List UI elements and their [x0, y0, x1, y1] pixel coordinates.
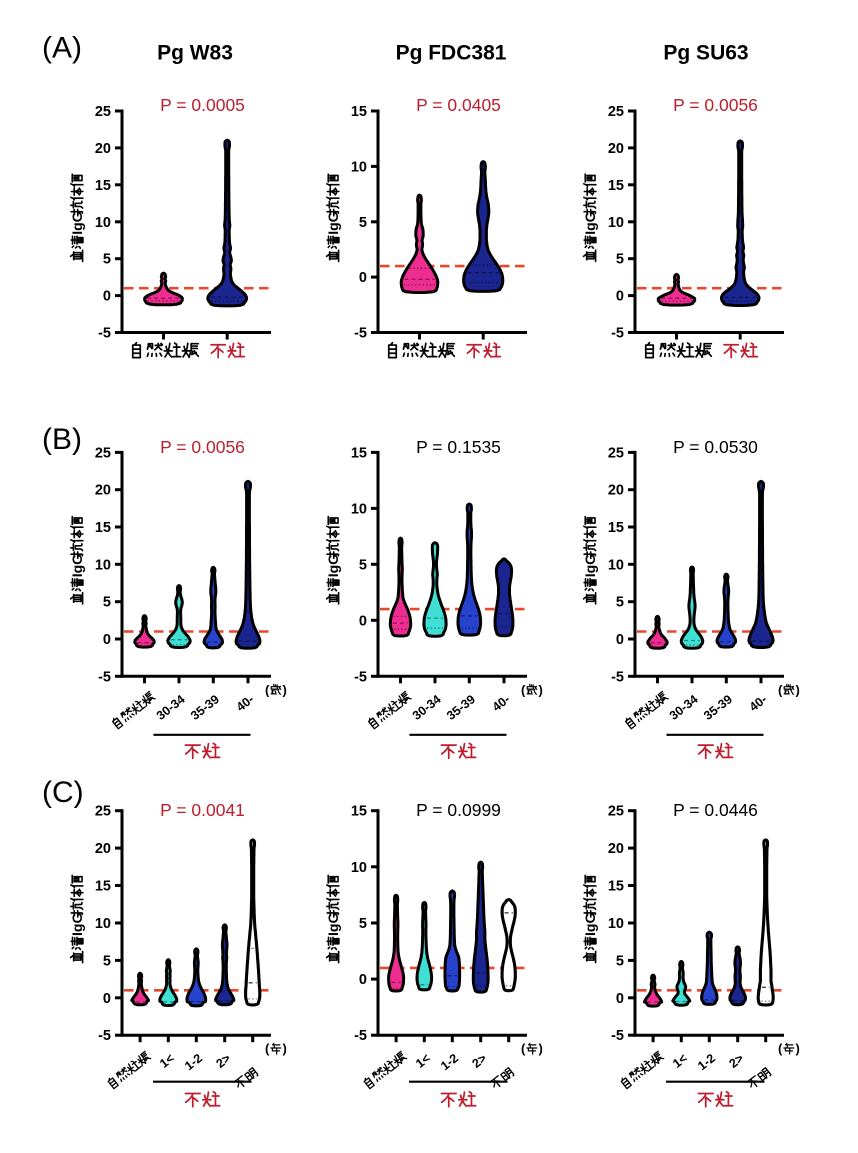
svg-text:20: 20 [95, 483, 111, 499]
svg-text:15: 15 [95, 178, 111, 194]
svg-text:): ) [283, 1041, 287, 1056]
svg-text:P = 0.0005: P = 0.0005 [160, 95, 245, 115]
svg-text:5: 5 [616, 595, 624, 611]
svg-text:(: ( [521, 1041, 526, 1056]
svg-text:15: 15 [351, 804, 367, 820]
svg-text:2>: 2> [726, 1051, 746, 1071]
svg-text:(A): (A) [42, 32, 82, 65]
svg-text:15: 15 [608, 879, 624, 895]
svg-text:20: 20 [95, 141, 111, 157]
svg-text:25: 25 [608, 104, 624, 120]
svg-text:(: ( [778, 1041, 783, 1056]
svg-text:-5: -5 [98, 669, 111, 685]
svg-text:P = 0.0999: P = 0.0999 [416, 800, 501, 820]
svg-text:10: 10 [608, 215, 624, 231]
svg-text:15: 15 [351, 104, 367, 120]
svg-text:10: 10 [608, 557, 624, 573]
svg-text:IgG: IgG [69, 211, 85, 234]
svg-text:20: 20 [608, 841, 624, 857]
svg-text:0: 0 [616, 289, 624, 305]
svg-text:10: 10 [351, 159, 367, 175]
svg-text:): ) [796, 682, 800, 697]
svg-text:-5: -5 [354, 1028, 367, 1044]
svg-text:(B): (B) [42, 423, 82, 456]
svg-text:): ) [539, 682, 543, 697]
svg-text:IgG: IgG [69, 554, 85, 577]
svg-text:10: 10 [95, 557, 111, 573]
svg-text:IgG: IgG [582, 913, 598, 936]
svg-text:0: 0 [359, 613, 367, 629]
svg-text:Pg W83: Pg W83 [157, 42, 233, 65]
svg-text:15: 15 [608, 178, 624, 194]
svg-text:IgG: IgG [325, 554, 341, 577]
svg-text:-5: -5 [354, 669, 367, 685]
svg-text:5: 5 [103, 595, 111, 611]
svg-text:(C): (C) [42, 776, 84, 809]
svg-text:5: 5 [359, 916, 367, 932]
svg-text:(: ( [265, 1041, 270, 1056]
svg-text:1<: 1< [157, 1051, 177, 1071]
svg-text:10: 10 [351, 501, 367, 517]
svg-text:20: 20 [95, 841, 111, 857]
svg-text:P = 0.0041: P = 0.0041 [160, 800, 245, 820]
svg-text:5: 5 [616, 252, 624, 268]
svg-text:0: 0 [616, 991, 624, 1007]
svg-text:IgG: IgG [582, 211, 598, 234]
svg-text:2>: 2> [469, 1051, 489, 1071]
svg-text:P = 0.1535: P = 0.1535 [416, 437, 501, 457]
svg-text:0: 0 [103, 289, 111, 305]
svg-text:25: 25 [95, 104, 111, 120]
svg-text:10: 10 [95, 215, 111, 231]
svg-text:-5: -5 [354, 326, 367, 342]
svg-text:5: 5 [359, 215, 367, 231]
svg-text:15: 15 [608, 520, 624, 536]
svg-text:(: ( [265, 682, 270, 697]
svg-text:10: 10 [95, 916, 111, 932]
svg-text:5: 5 [103, 252, 111, 268]
svg-text:IgG: IgG [582, 554, 598, 577]
svg-text:P = 0.0405: P = 0.0405 [416, 95, 501, 115]
svg-text:Pg FDC381: Pg FDC381 [396, 42, 507, 65]
svg-text:): ) [283, 682, 287, 697]
svg-text:20: 20 [608, 483, 624, 499]
svg-text:-5: -5 [611, 1028, 624, 1044]
svg-text:1<: 1< [670, 1051, 690, 1071]
svg-text:(: ( [778, 682, 783, 697]
svg-text:): ) [796, 1041, 800, 1056]
svg-text:25: 25 [608, 445, 624, 461]
svg-text:(: ( [521, 682, 526, 697]
svg-text:0: 0 [359, 972, 367, 988]
svg-text:IgG: IgG [325, 211, 341, 234]
svg-text:25: 25 [95, 445, 111, 461]
svg-text:10: 10 [608, 916, 624, 932]
svg-text:25: 25 [95, 804, 111, 820]
svg-text:0: 0 [103, 632, 111, 648]
svg-text:1<: 1< [413, 1051, 433, 1071]
svg-text:IgG: IgG [325, 913, 341, 936]
svg-text:5: 5 [103, 953, 111, 969]
svg-text:-5: -5 [98, 326, 111, 342]
svg-text:P = 0.0446: P = 0.0446 [673, 800, 758, 820]
svg-text:10: 10 [351, 860, 367, 876]
svg-text:15: 15 [351, 445, 367, 461]
svg-text:IgG: IgG [69, 913, 85, 936]
svg-text:5: 5 [359, 557, 367, 573]
svg-text:2>: 2> [213, 1051, 233, 1071]
svg-text:-5: -5 [611, 326, 624, 342]
svg-text:Pg SU63: Pg SU63 [663, 42, 748, 65]
svg-text:P = 0.0056: P = 0.0056 [673, 95, 758, 115]
svg-text:0: 0 [359, 270, 367, 286]
svg-text:0: 0 [103, 991, 111, 1007]
svg-text:): ) [539, 1041, 543, 1056]
svg-text:0: 0 [616, 632, 624, 648]
svg-text:15: 15 [95, 879, 111, 895]
svg-text:5: 5 [616, 953, 624, 969]
svg-text:-5: -5 [98, 1028, 111, 1044]
svg-text:25: 25 [608, 804, 624, 820]
svg-text:15: 15 [95, 520, 111, 536]
svg-text:-5: -5 [611, 669, 624, 685]
svg-text:20: 20 [608, 141, 624, 157]
svg-text:P = 0.0530: P = 0.0530 [673, 437, 758, 457]
svg-text:P = 0.0056: P = 0.0056 [160, 437, 245, 457]
